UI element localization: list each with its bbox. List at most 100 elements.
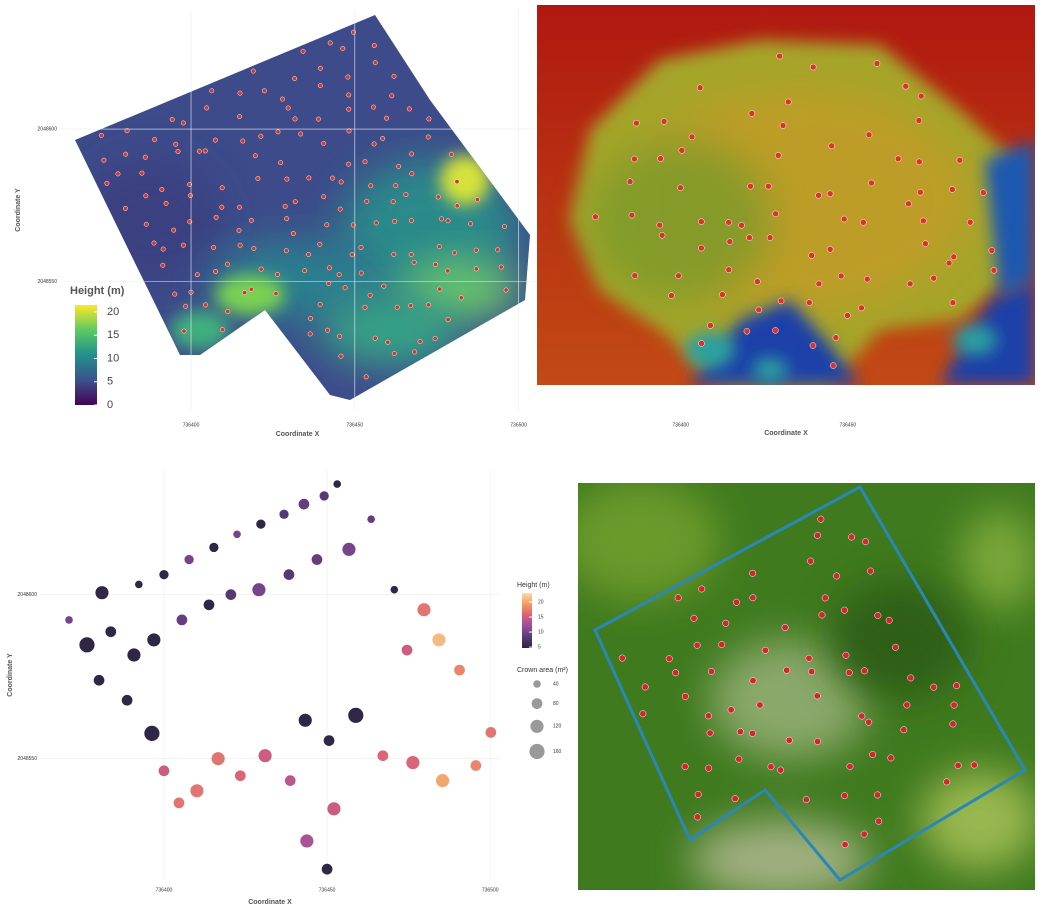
tree-dot bbox=[698, 585, 706, 593]
tree-dot bbox=[900, 726, 908, 734]
tree-dot bbox=[864, 275, 871, 283]
size-legend-label: 80 bbox=[553, 701, 559, 707]
tree-dot bbox=[675, 272, 682, 280]
tree-dot bbox=[829, 362, 837, 369]
tree-dot bbox=[203, 302, 208, 308]
tree-dot bbox=[837, 272, 845, 280]
tree-point bbox=[327, 802, 341, 816]
tree-dot bbox=[300, 48, 306, 54]
tree-point bbox=[135, 580, 143, 589]
tree-dot bbox=[346, 92, 352, 98]
tree-dot bbox=[363, 374, 369, 380]
tree-dot bbox=[907, 674, 915, 682]
tree-dot bbox=[279, 96, 285, 102]
x-tick-label: 736400 bbox=[183, 422, 200, 428]
plot-boundary bbox=[593, 484, 1028, 882]
tree-dot bbox=[815, 192, 822, 199]
size-legend-key bbox=[531, 698, 543, 709]
tree-dot bbox=[284, 216, 290, 222]
tree-dot bbox=[367, 292, 373, 298]
colorbar-tick-label: 15 bbox=[107, 329, 119, 341]
tree-dot bbox=[725, 219, 732, 226]
tree-dot bbox=[188, 193, 193, 199]
tree-dot bbox=[364, 198, 370, 204]
tree-dot bbox=[980, 189, 987, 196]
tree-point bbox=[279, 509, 289, 519]
tree-dot bbox=[458, 295, 464, 301]
tree-dot bbox=[826, 190, 834, 198]
tree-dot bbox=[657, 155, 664, 162]
tree-dot bbox=[346, 106, 352, 112]
tree-dot bbox=[330, 175, 335, 181]
tree-dot bbox=[749, 594, 757, 602]
tree-dot bbox=[873, 60, 881, 67]
tree-dot bbox=[809, 63, 817, 71]
tree-point bbox=[93, 674, 105, 686]
tree-dot bbox=[668, 292, 675, 299]
tree-dot bbox=[393, 183, 399, 189]
tree-dot bbox=[656, 221, 663, 229]
tree-dot bbox=[468, 221, 474, 227]
tree-dot bbox=[846, 763, 854, 770]
tree-dot bbox=[626, 178, 634, 185]
tree-dot bbox=[726, 238, 734, 245]
tree-dot bbox=[187, 182, 193, 187]
tree-dot bbox=[781, 624, 789, 631]
tree-dot bbox=[326, 281, 332, 286]
tree-dot bbox=[292, 76, 298, 81]
tree-point bbox=[406, 756, 420, 770]
tree-point bbox=[333, 480, 342, 488]
tree-dot bbox=[767, 763, 775, 771]
tree-dot bbox=[411, 259, 417, 265]
tree-dot bbox=[435, 194, 441, 200]
tree-point bbox=[348, 707, 364, 723]
tree-dot bbox=[362, 159, 368, 165]
tree-dot bbox=[345, 74, 351, 80]
size-legend-key bbox=[529, 743, 545, 760]
tree-dot bbox=[292, 116, 298, 122]
tree-dot bbox=[394, 304, 400, 310]
tree-dot bbox=[372, 60, 378, 66]
tree-dot bbox=[209, 88, 215, 94]
tree-dot bbox=[495, 247, 501, 253]
tree-dot bbox=[219, 185, 225, 191]
tree-dot bbox=[719, 291, 726, 298]
tree-dot bbox=[152, 137, 158, 142]
tree-dot bbox=[371, 141, 377, 147]
tree-dot bbox=[501, 224, 507, 229]
tree-dot bbox=[381, 283, 387, 289]
tree-dot bbox=[236, 227, 242, 233]
tree-point bbox=[159, 569, 169, 580]
tree-dot bbox=[255, 175, 261, 181]
tree-dot bbox=[906, 280, 914, 288]
tree-dot bbox=[865, 131, 873, 139]
tree-dot bbox=[392, 218, 398, 224]
colorbar-tick-label: 20 bbox=[538, 599, 544, 605]
tree-dot bbox=[633, 119, 640, 127]
tree-dot bbox=[384, 115, 390, 121]
colorbar-tick-label: 10 bbox=[538, 629, 544, 635]
aerial-photo bbox=[578, 483, 1035, 890]
tree-dot bbox=[409, 171, 415, 177]
tree-point bbox=[234, 770, 246, 782]
tree-dot bbox=[660, 118, 668, 125]
tree-dot bbox=[814, 531, 821, 539]
y-axis-title: Coordinate Y bbox=[7, 653, 14, 697]
x-axis-title: Coordinate X bbox=[248, 899, 292, 906]
tree-point bbox=[95, 586, 109, 600]
tree-dot bbox=[858, 304, 865, 312]
tree-dot bbox=[949, 186, 956, 193]
tree-dot bbox=[874, 612, 882, 619]
tree-dot bbox=[432, 261, 438, 267]
tree-dot bbox=[954, 761, 962, 769]
tree-dot bbox=[945, 259, 953, 267]
tree-dot bbox=[817, 515, 825, 523]
tree-dot bbox=[690, 614, 698, 622]
tree-dot bbox=[743, 328, 751, 335]
tree-dot bbox=[845, 669, 853, 677]
tree-dot bbox=[306, 175, 312, 181]
tree-point bbox=[436, 774, 450, 788]
x-tick-label: 736450 bbox=[839, 422, 856, 428]
tree-dot bbox=[694, 813, 701, 821]
tree-point bbox=[190, 784, 204, 798]
